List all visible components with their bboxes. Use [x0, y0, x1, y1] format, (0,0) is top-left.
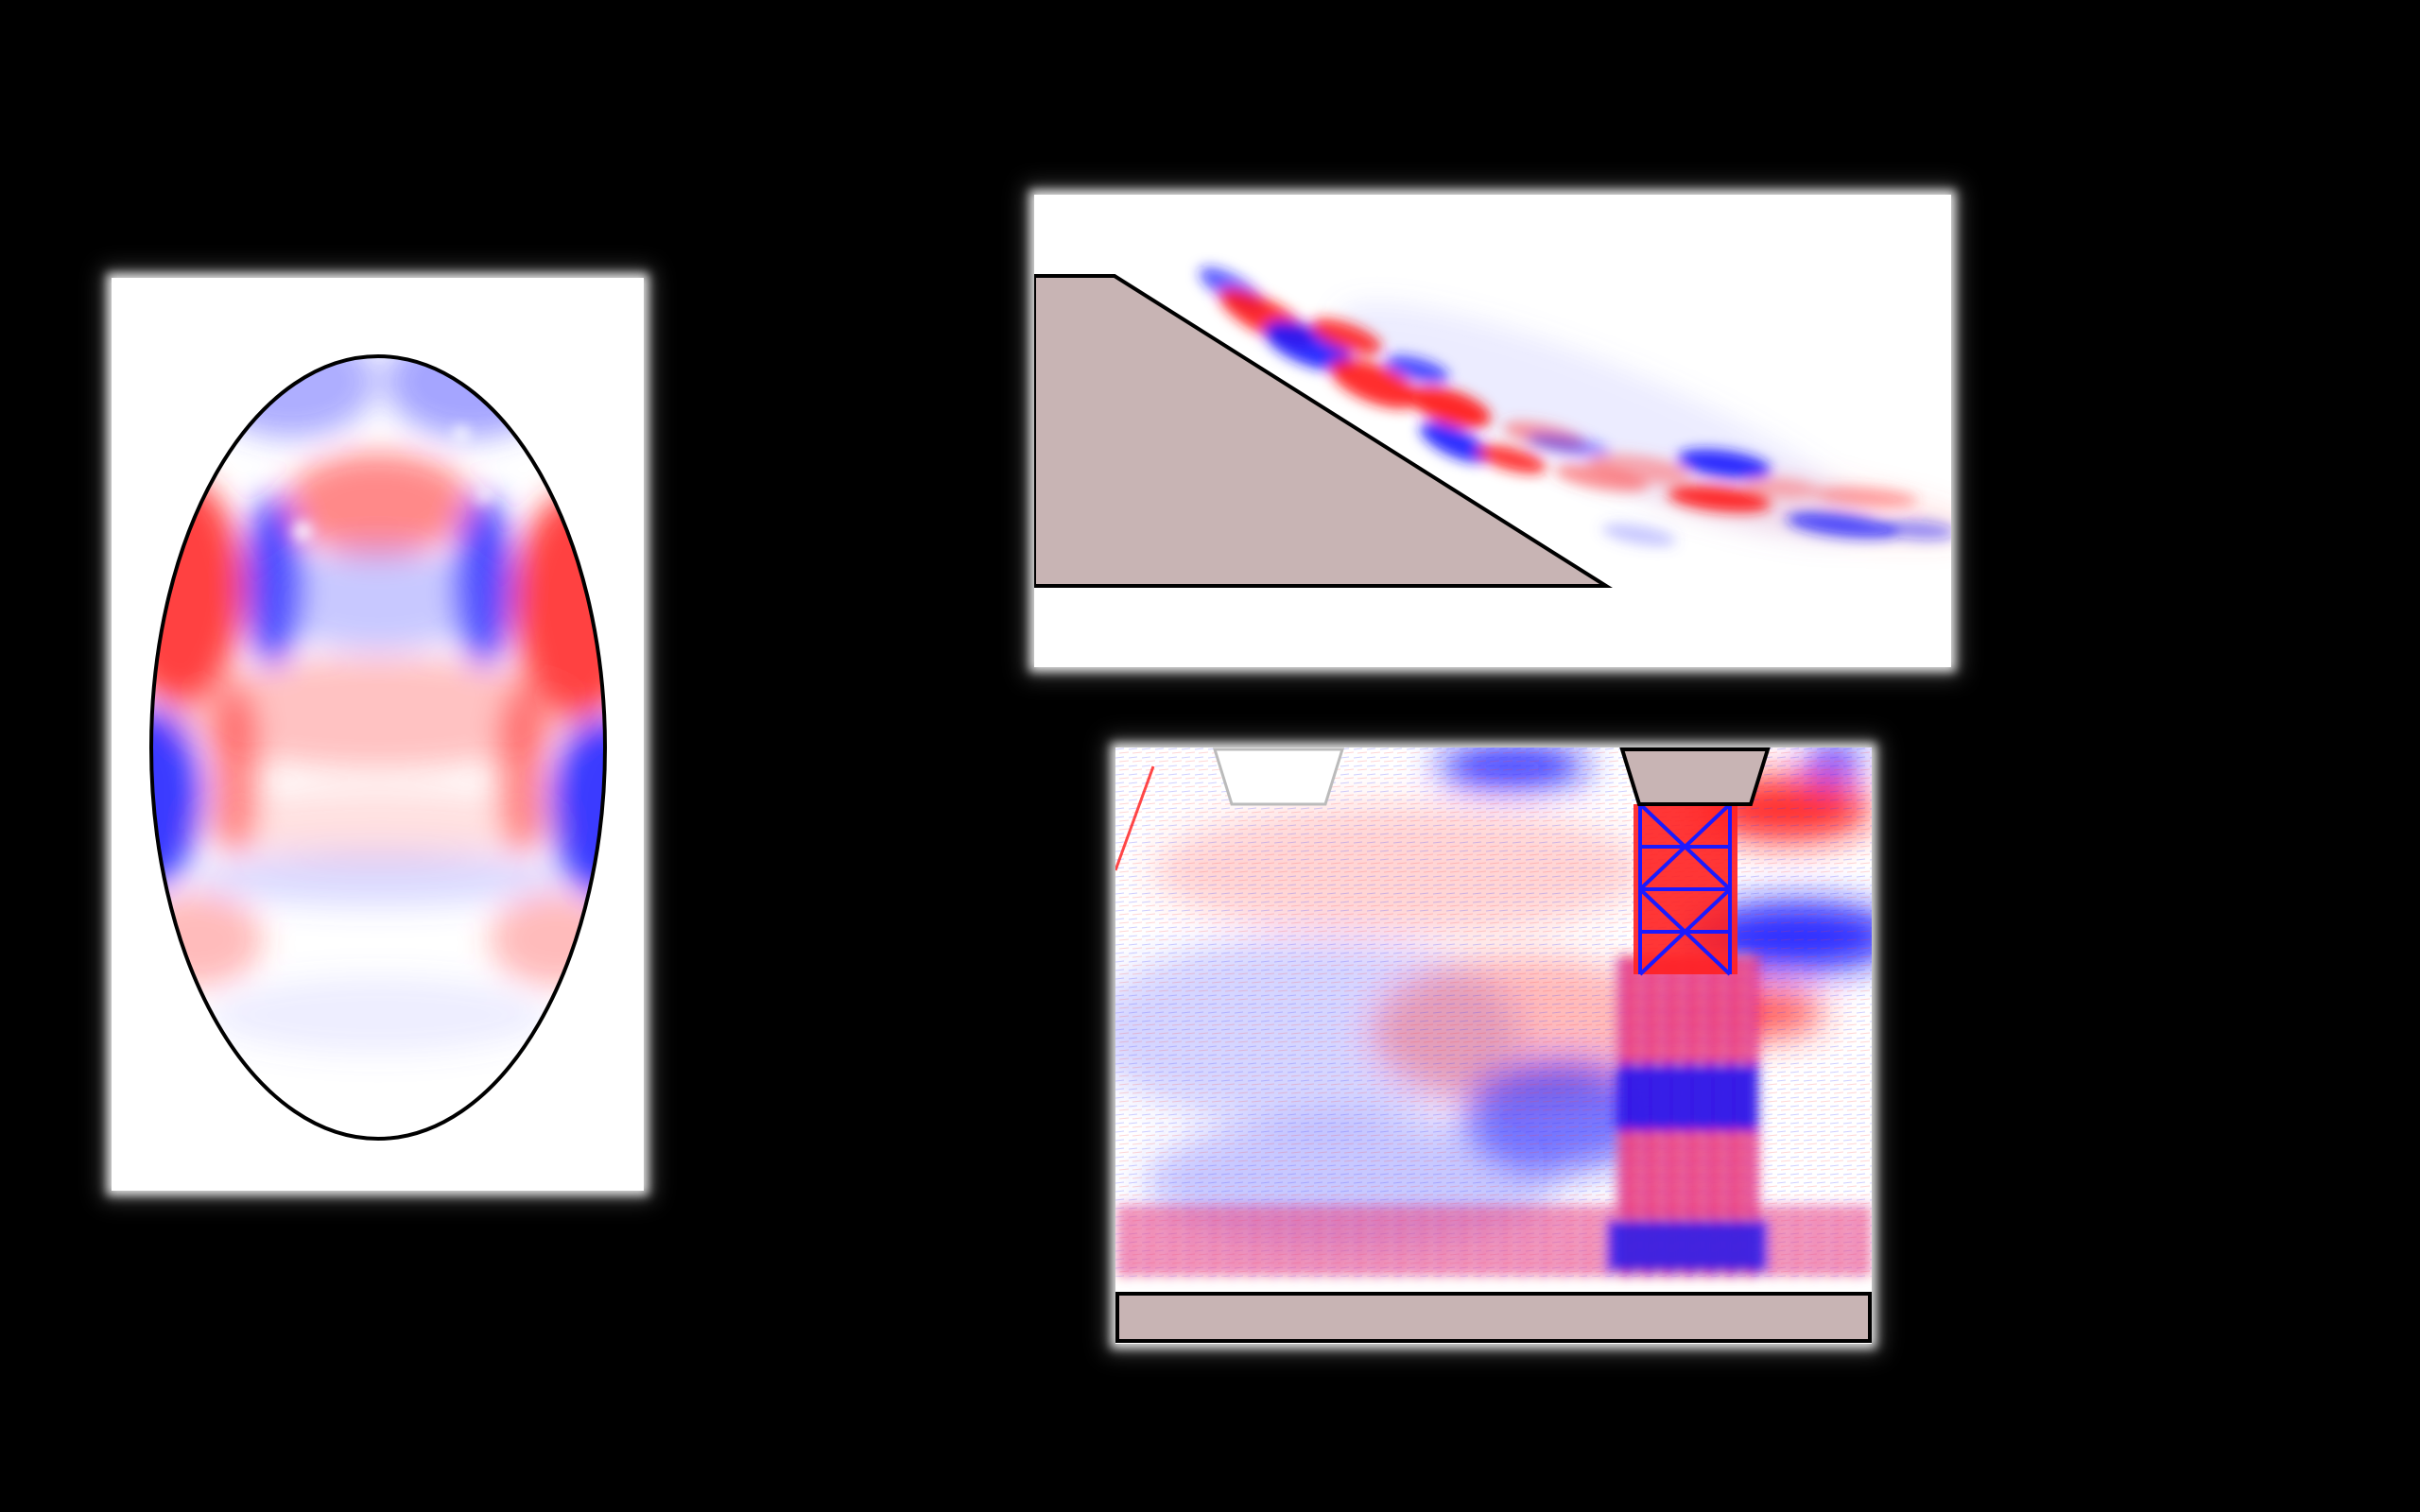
ellipse-field-plot	[149, 354, 607, 1141]
base-slab	[1115, 1292, 1872, 1343]
tower-lattice	[1115, 765, 1737, 976]
tower-panel	[1115, 747, 1872, 1344]
tower-field-plot	[1115, 747, 1872, 1343]
slope-field-plot	[1034, 266, 1951, 588]
ellipse-boundary	[149, 354, 607, 1141]
wedge-solid	[1034, 274, 1613, 588]
tower-field-pattern	[1115, 747, 1872, 1277]
slope-field-pattern	[1199, 266, 1951, 547]
slope-panel	[1034, 195, 1951, 667]
ellipse-field-pattern	[151, 356, 605, 1053]
tower-field-streak	[1115, 765, 1155, 871]
ellipse-cavity-panel	[112, 278, 644, 1191]
tower-cap-block	[1619, 747, 1771, 806]
outlined-block-left	[1212, 747, 1345, 806]
